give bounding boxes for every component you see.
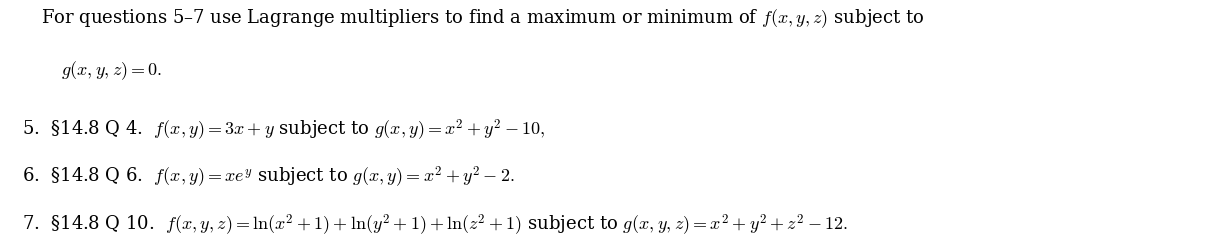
Text: $g(x, y, z) = 0.$: $g(x, y, z) = 0.$ — [61, 59, 162, 82]
Text: For questions 5–7 use Lagrange multipliers to find a maximum or minimum of $f(x,: For questions 5–7 use Lagrange multiplie… — [41, 7, 925, 30]
Text: 5.  §14.8 Q 4.  $f(x, y) = 3x + y$ subject to $g(x, y) = x^2 + y^2 - 10,$: 5. §14.8 Q 4. $f(x, y) = 3x + y$ subject… — [22, 118, 545, 143]
Text: 6.  §14.8 Q 6.  $f(x, y) = xe^y$ subject to $g(x, y) = x^2 + y^2 - 2.$: 6. §14.8 Q 6. $f(x, y) = xe^y$ subject t… — [22, 165, 514, 190]
Text: 7.  §14.8 Q 10.  $f(x, y, z) = \ln(x^2+1) + \ln(y^2+1) + \ln(z^2+1)$ subject to : 7. §14.8 Q 10. $f(x, y, z) = \ln(x^2+1) … — [22, 212, 848, 236]
